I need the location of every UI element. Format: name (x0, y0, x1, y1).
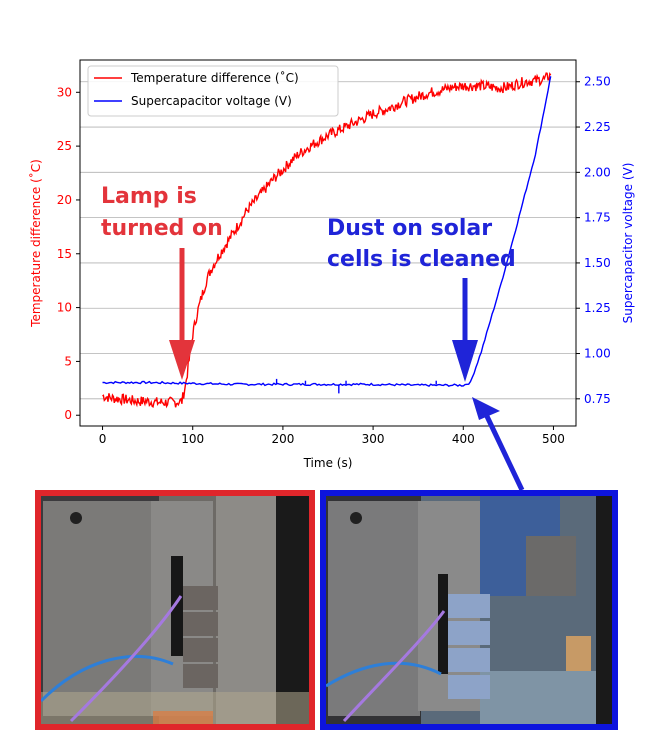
x-tick-label-1: 100 (181, 432, 204, 446)
y-right-tick-label-2: 1.25 (584, 301, 611, 315)
y-left-tick-label-4: 20 (57, 193, 72, 207)
legend-label-temperature: Temperature difference (˚C) (130, 70, 299, 85)
annotation-cleaned-arrow-head (452, 340, 478, 382)
axes-layer: 0 100 200 300 400 500 0 5 10 15 20 25 30 0.75 1.00 1.25… (57, 75, 611, 446)
y-left-tick-label-6: 30 (57, 85, 72, 99)
legend: Temperature difference (˚C) Supercapacit… (87, 65, 339, 117)
y-left-tick-label-1: 5 (64, 354, 72, 368)
grid-lines (80, 81, 576, 400)
annotation-cleaned-line-2: cells is cleaned (327, 247, 516, 272)
callout-arrow-head (472, 397, 500, 420)
plot-frame (79, 59, 577, 427)
y-right-axis-label: Supercapacitor voltage (V) (621, 163, 635, 324)
y-right-tick-label-4: 1.75 (584, 211, 611, 225)
y-right-tick-label-5: 2.00 (584, 165, 611, 179)
y-left-tick-label-0: 0 (64, 408, 72, 422)
x-tick-label-0: 0 (99, 432, 107, 446)
y-right-tick-label-7: 2.50 (584, 75, 611, 89)
callout-arrow-shaft (481, 408, 525, 492)
cleaned-solar-panel-photo (320, 490, 618, 730)
annotation-cleaned: Dust on solar cells is cleaned (327, 216, 516, 382)
y-right-tick-label-1: 1.00 (584, 347, 611, 361)
y-right-tick-label-0: 0.75 (584, 392, 611, 406)
series-line-1 (102, 76, 552, 388)
x-tick-label-3: 300 (362, 432, 385, 446)
x-tick-label-5: 500 (542, 432, 565, 446)
annotation-cleaned-line-1: Dust on solar (327, 216, 492, 241)
annotation-lamp-line-2: turned on (101, 216, 223, 241)
legend-box (87, 65, 339, 117)
y-left-axis-label: Temperature difference (˚C) (28, 159, 43, 328)
x-tick-label-2: 200 (271, 432, 294, 446)
series-layer (102, 71, 552, 409)
y-left-tick-label-2: 10 (57, 301, 72, 315)
legend-label-voltage: Supercapacitor voltage (V) (131, 94, 292, 108)
x-axis-label: Time (s) (303, 456, 353, 470)
annotation-lamp: Lamp is turned on (101, 184, 223, 380)
series-line-0 (102, 71, 552, 409)
callout-arrow (472, 397, 525, 492)
y-left-tick-label-5: 25 (57, 139, 72, 153)
y-right-tick-label-6: 2.25 (584, 120, 611, 134)
annotation-lamp-arrow-head (169, 340, 195, 380)
y-left-tick-label-3: 15 (57, 247, 72, 261)
annotation-lamp-line-1: Lamp is (101, 184, 197, 209)
dusty-solar-panel-photo (35, 490, 315, 730)
y-right-tick-label-3: 1.50 (584, 256, 611, 270)
x-tick-label-4: 400 (452, 432, 475, 446)
